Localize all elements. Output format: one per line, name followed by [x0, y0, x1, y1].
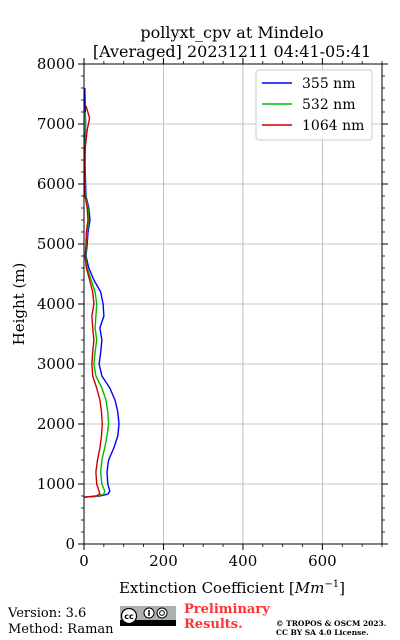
cc-by-sa-icon: cc — [120, 606, 176, 626]
x-tick-label: 600 — [308, 552, 337, 570]
chart-title: pollyxt_cpv at Mindelo — [140, 23, 323, 42]
y-tick-label: 0 — [65, 535, 75, 553]
extinction-profile-chart: pollyxt_cpv at Mindelo [Averaged] 202312… — [10, 23, 388, 597]
copyright-notice: © TROPOS & OSCM 2023. CC BY SA 4.0 Licen… — [276, 619, 386, 637]
version-text: Version: 3.6 — [8, 606, 87, 621]
y-tick-label: 8000 — [37, 55, 75, 73]
x-tick-label: 200 — [149, 552, 178, 570]
results-word: Results. — [184, 617, 243, 632]
y-tick-label: 4000 — [37, 295, 75, 313]
license-line: CC BY SA 4.0 License. — [276, 628, 369, 637]
x-tick-label: 400 — [229, 552, 258, 570]
preliminary-word: Preliminary — [184, 602, 270, 617]
chart-subtitle: [Averaged] 20231211 04:41-05:41 — [93, 42, 371, 61]
axis-ticks: 0 200 400 600010002000300040005000600070008… — [37, 55, 388, 570]
y-tick-label: 7000 — [37, 115, 75, 133]
preliminary-notice: Preliminary Results. — [184, 602, 270, 632]
method-text: Method: Raman — [8, 622, 114, 637]
legend-label: 355 nm — [302, 76, 355, 92]
series-line-532-nm — [83, 111, 110, 498]
y-tick-label: 5000 — [37, 235, 75, 253]
y-tick-label: 6000 — [37, 175, 75, 193]
series-line-1064-nm — [83, 105, 103, 498]
x-tick-label: 0 — [79, 552, 89, 570]
y-tick-label: 1000 — [37, 475, 75, 493]
legend-label: 1064 nm — [302, 118, 364, 134]
y-tick-label: 2000 — [37, 415, 75, 433]
legend-box — [255, 69, 373, 141]
legend: 355 nm 532 nm 1064 nm — [255, 69, 373, 141]
series-layer — [83, 87, 120, 498]
x-axis-label: Extinction Coefficient [Mm−1] — [119, 579, 345, 597]
svg-text:cc: cc — [124, 612, 134, 621]
copyright-line: © TROPOS & OSCM 2023. — [276, 619, 387, 628]
y-axis-label: Height (m) — [10, 263, 28, 346]
legend-label: 532 nm — [302, 97, 355, 113]
y-tick-label: 3000 — [37, 355, 75, 373]
